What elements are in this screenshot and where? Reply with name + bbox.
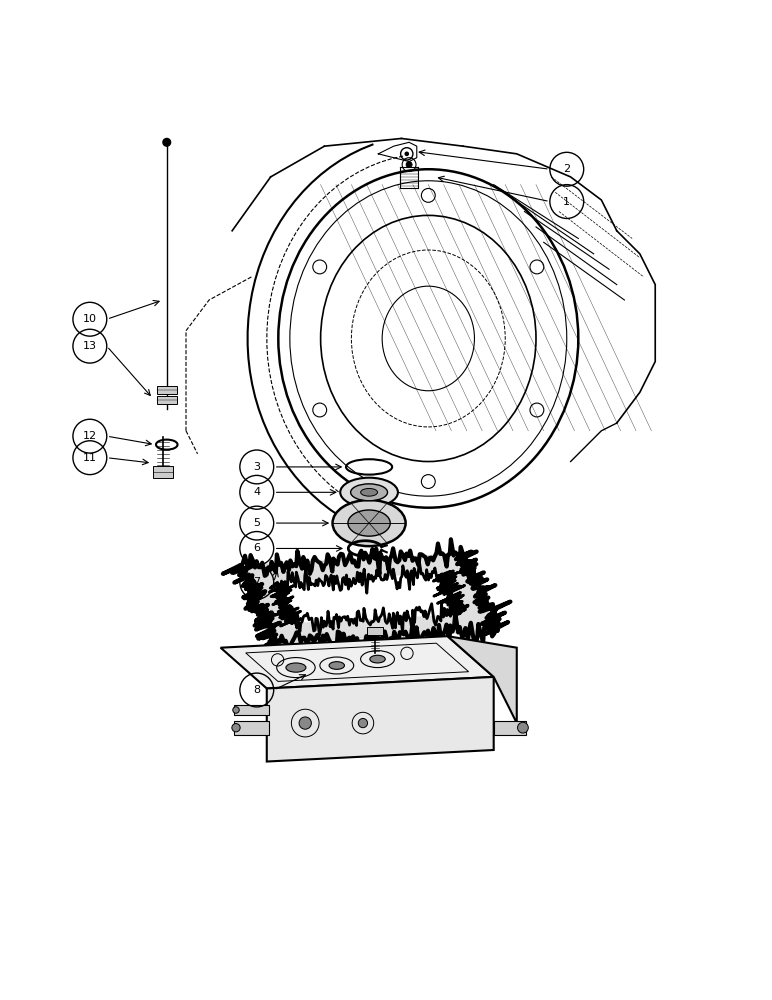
Ellipse shape bbox=[286, 663, 306, 672]
Ellipse shape bbox=[350, 484, 388, 501]
FancyBboxPatch shape bbox=[157, 386, 177, 394]
Text: 4: 4 bbox=[253, 487, 260, 497]
Text: 5: 5 bbox=[253, 518, 260, 528]
Text: 3: 3 bbox=[253, 462, 260, 472]
FancyBboxPatch shape bbox=[153, 466, 173, 478]
FancyBboxPatch shape bbox=[157, 396, 177, 404]
Text: 10: 10 bbox=[83, 314, 96, 324]
Text: 8: 8 bbox=[253, 685, 260, 695]
Circle shape bbox=[358, 718, 367, 728]
Text: 7: 7 bbox=[253, 577, 260, 587]
Text: 6: 6 bbox=[253, 543, 260, 553]
FancyBboxPatch shape bbox=[235, 705, 269, 715]
Circle shape bbox=[517, 722, 528, 733]
Circle shape bbox=[299, 717, 311, 729]
Ellipse shape bbox=[329, 662, 344, 669]
Ellipse shape bbox=[348, 510, 390, 536]
Text: 2: 2 bbox=[564, 164, 571, 174]
Circle shape bbox=[406, 162, 412, 168]
Polygon shape bbox=[277, 574, 460, 622]
Circle shape bbox=[405, 152, 409, 156]
FancyBboxPatch shape bbox=[367, 627, 383, 635]
Polygon shape bbox=[267, 677, 493, 762]
FancyBboxPatch shape bbox=[493, 721, 526, 735]
Ellipse shape bbox=[333, 500, 405, 546]
Polygon shape bbox=[221, 636, 493, 688]
Text: 11: 11 bbox=[83, 453, 96, 463]
Ellipse shape bbox=[361, 488, 378, 496]
Text: 13: 13 bbox=[83, 341, 96, 351]
Ellipse shape bbox=[370, 655, 385, 663]
Polygon shape bbox=[448, 636, 516, 723]
Circle shape bbox=[232, 724, 240, 732]
Circle shape bbox=[233, 707, 239, 713]
Circle shape bbox=[163, 138, 171, 146]
Polygon shape bbox=[240, 554, 497, 642]
FancyBboxPatch shape bbox=[235, 721, 269, 735]
Ellipse shape bbox=[340, 478, 398, 507]
Text: 12: 12 bbox=[83, 431, 97, 441]
Text: 1: 1 bbox=[564, 197, 571, 207]
